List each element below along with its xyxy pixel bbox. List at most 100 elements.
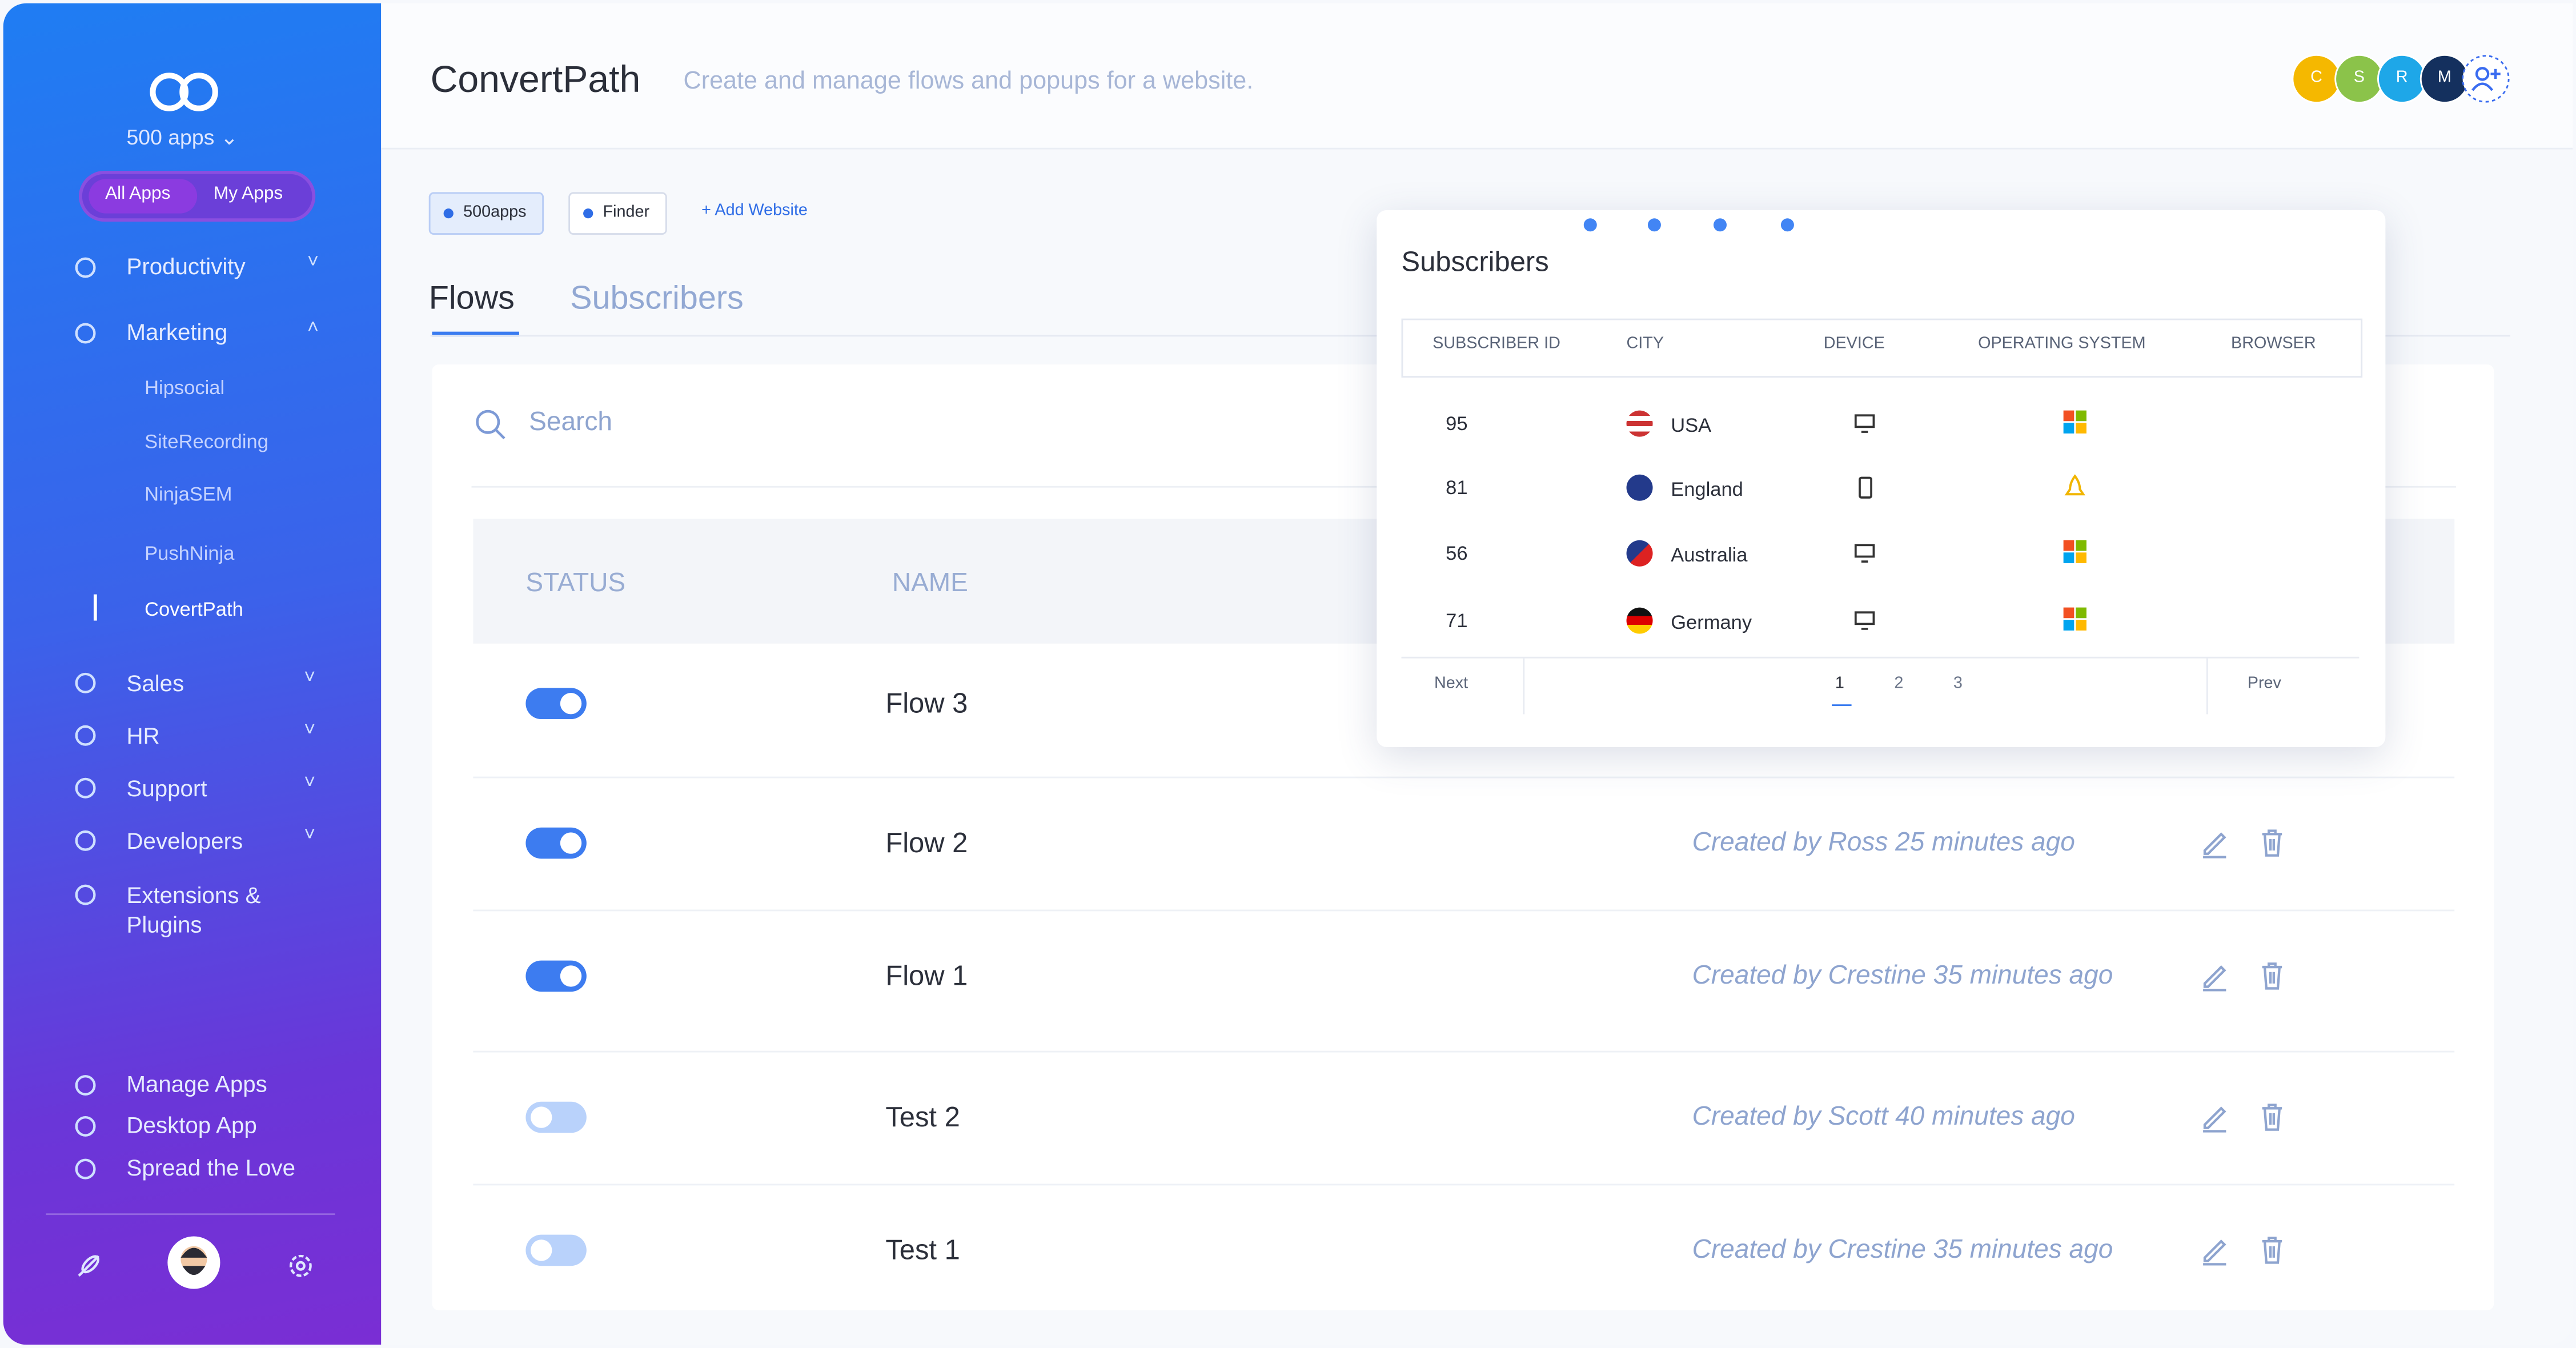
active-indicator <box>93 594 97 621</box>
menu-item[interactable]: HR <box>126 722 160 749</box>
menu-icon <box>73 1156 99 1190</box>
edit-button[interactable] <box>2198 959 2231 1000</box>
created-info: Created by Ross 25 minutes ago <box>1692 829 2075 857</box>
menu-icon <box>73 320 99 355</box>
column-header: STATUS <box>525 569 626 598</box>
toggle-knob <box>560 965 582 987</box>
popup-column: SUBSCRIBER ID <box>1433 335 1560 354</box>
app-tab[interactable]: All Apps <box>105 183 171 204</box>
website-pill[interactable]: 500apps <box>428 192 545 235</box>
menu-icon <box>73 1113 99 1148</box>
pager-active <box>1832 704 1852 707</box>
menu-item[interactable]: Productivity <box>126 252 246 279</box>
delete-button[interactable] <box>2257 1100 2287 1141</box>
menu-item[interactable]: Extensions & Plugins <box>126 881 261 938</box>
toggle-knob <box>531 1106 552 1128</box>
menu-item[interactable]: Spread the Love <box>126 1154 296 1181</box>
city: England <box>1671 478 1743 501</box>
submenu-item[interactable]: SiteRecording <box>145 430 268 454</box>
popup-header <box>1401 318 2363 378</box>
toggle-knob <box>560 693 582 715</box>
flow-name[interactable]: Flow 1 <box>885 960 968 992</box>
created-info: Created by Crestine 35 minutes ago <box>1692 962 2113 990</box>
menu-item[interactable]: Manage Apps <box>126 1070 267 1097</box>
pager-next[interactable]: Next <box>1434 675 1468 693</box>
menu-item[interactable]: Developers <box>126 827 243 854</box>
tab[interactable]: Subscribers <box>570 280 744 317</box>
chevron: ˅ <box>307 249 319 273</box>
flag <box>1626 474 1653 501</box>
os-icon <box>2062 539 2088 573</box>
menu-icon <box>73 1072 99 1106</box>
submenu-item[interactable]: CovertPath <box>145 597 243 621</box>
team-avatar[interactable]: C <box>2292 54 2341 104</box>
delete-button[interactable] <box>2257 1233 2287 1274</box>
pager-page[interactable]: 2 <box>1894 675 1904 693</box>
edit-button[interactable] <box>2198 826 2231 867</box>
delete-button[interactable] <box>2257 959 2287 1000</box>
edit-button[interactable] <box>2198 1100 2231 1141</box>
status-toggle[interactable] <box>525 688 587 720</box>
submenu-item[interactable]: Hipsocial <box>145 376 225 399</box>
active-tab-bg <box>89 179 198 214</box>
status-toggle[interactable] <box>525 960 587 992</box>
menu-icon <box>73 828 99 862</box>
search-placeholder: Search <box>529 408 613 437</box>
device-icon <box>1853 609 1876 640</box>
created-info: Created by Crestine 35 minutes ago <box>1692 1236 2113 1265</box>
team-avatar[interactable]: M <box>2419 54 2470 104</box>
flag <box>1626 410 1653 437</box>
row-divider <box>473 1183 2455 1186</box>
team-avatar[interactable]: S <box>2334 54 2384 104</box>
menu-item[interactable]: Desktop App <box>126 1112 257 1138</box>
chevron: ˅ <box>304 717 316 741</box>
tab-underline <box>432 331 519 337</box>
flow-name[interactable]: Test 1 <box>885 1234 960 1266</box>
delete-button[interactable] <box>2257 826 2287 867</box>
add-website[interactable]: + Add Website <box>701 202 808 220</box>
website-pill[interactable]: Finder <box>568 192 668 235</box>
browser-center <box>1780 218 1794 232</box>
website-name: 500apps <box>463 203 527 222</box>
status-toggle[interactable] <box>525 827 587 859</box>
header <box>381 3 2573 150</box>
search-input[interactable]: Search <box>529 409 612 439</box>
dot <box>583 208 593 219</box>
status-toggle[interactable] <box>525 1101 587 1133</box>
app-tab[interactable]: My Apps <box>213 183 283 204</box>
toggle-knob <box>560 832 582 854</box>
flow-name[interactable]: Flow 3 <box>885 688 968 720</box>
popup-column: DEVICE <box>1823 335 1885 354</box>
menu-icon <box>73 670 99 704</box>
popup-column: OPERATING SYSTEM <box>1978 335 2146 354</box>
browser-center <box>1583 218 1597 232</box>
menu-item[interactable]: Marketing <box>126 318 228 345</box>
tab[interactable]: Flows <box>428 280 515 317</box>
pager-prev[interactable]: Prev <box>2247 675 2281 693</box>
brand[interactable]: 500 apps ⌄ <box>126 125 239 150</box>
search-icon <box>476 410 505 440</box>
menu-item[interactable]: Sales <box>126 669 184 696</box>
team-avatar[interactable]: R <box>2377 54 2427 104</box>
status-toggle[interactable] <box>525 1234 587 1266</box>
menu-icon <box>73 775 99 809</box>
city: Australia <box>1671 543 1748 567</box>
browser-center <box>1713 218 1727 232</box>
flow-name[interactable]: Flow 2 <box>885 827 968 859</box>
chevron: ˅ <box>304 770 316 793</box>
pager-page[interactable]: 1 <box>1835 675 1844 693</box>
edit-button[interactable] <box>2198 1233 2231 1274</box>
submenu-item[interactable]: NinjaSEM <box>145 483 232 506</box>
submenu-item[interactable]: PushNinja <box>145 541 235 565</box>
flow-name[interactable]: Test 2 <box>885 1101 960 1133</box>
toggle-knob <box>531 1239 552 1261</box>
os-icon <box>2062 409 2088 443</box>
pager-page[interactable]: 3 <box>1953 675 1963 693</box>
browser-center <box>1647 218 1661 232</box>
user-avatar <box>166 1235 222 1299</box>
device-icon <box>1853 476 1876 508</box>
menu-item[interactable]: Support <box>126 775 207 801</box>
chevron: ˅ <box>304 665 316 688</box>
popup-column: CITY <box>1626 335 1664 354</box>
